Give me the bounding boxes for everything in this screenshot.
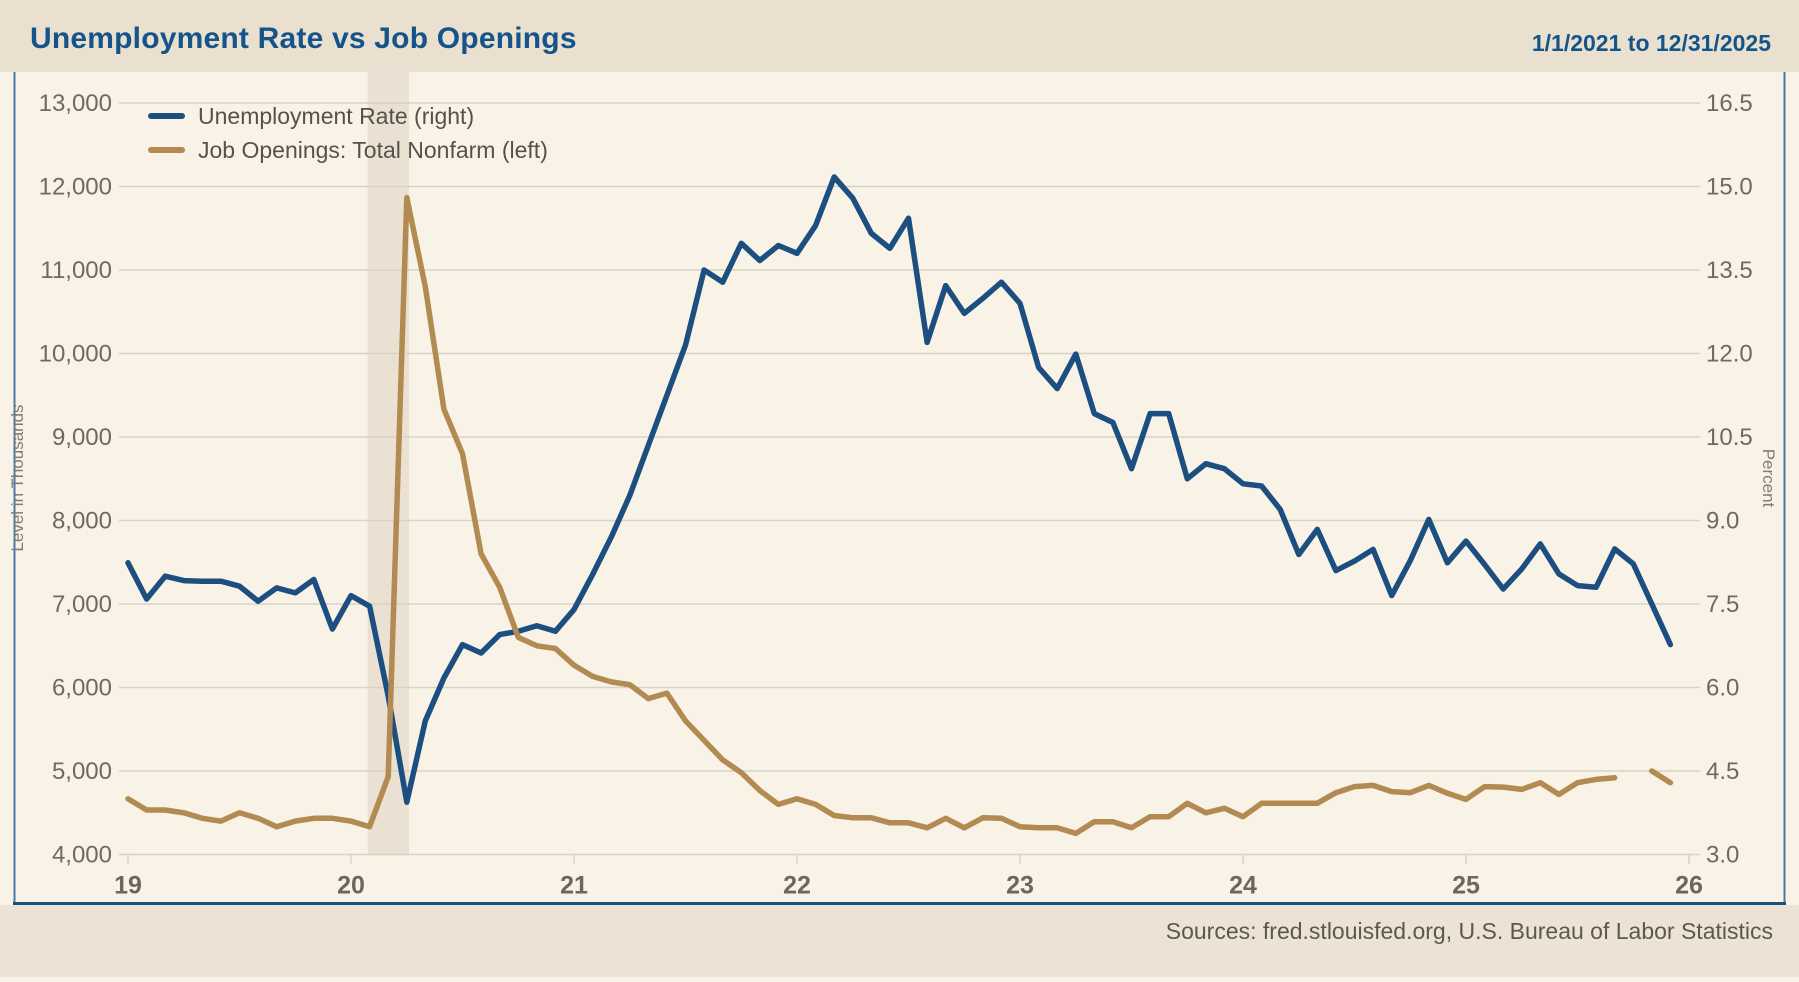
left-axis-tick-label: 6,000: [52, 675, 112, 702]
x-axis-tick-label: 23: [1006, 872, 1034, 900]
left-axis-tick-label: 13,000: [39, 90, 112, 117]
left-axis-tick-label: 9,000: [52, 424, 112, 451]
left-axis-tick-label: 8,000: [52, 508, 112, 535]
x-axis-tick-label: 22: [783, 872, 811, 900]
header-band: [0, 0, 1799, 72]
x-axis-tick-label: 19: [114, 872, 142, 900]
left-axis-tick-label: 12,000: [39, 174, 112, 201]
x-axis-tick-label: 25: [1452, 872, 1480, 900]
right-axis-tick-label: 12.0: [1706, 341, 1753, 368]
right-axis-tick-label: 9.0: [1706, 508, 1739, 535]
unemployment-line-swatch-icon: [148, 113, 185, 119]
right-axis-title: Percent: [1759, 448, 1778, 508]
left-axis-tick-label: 7,000: [52, 591, 112, 618]
legend-item-unemployment: Unemployment Rate (right): [148, 99, 548, 133]
legend-label-job-openings: Job Openings: Total Nonfarm (left): [198, 136, 548, 163]
left-axis-tick-label: 11,000: [40, 257, 112, 284]
legend-item-job-openings: Job Openings: Total Nonfarm (left): [148, 133, 548, 167]
x-axis-tick-label: 26: [1675, 872, 1703, 900]
right-axis-tick-label: 7.5: [1706, 591, 1739, 618]
right-axis-tick-label: 13.5: [1706, 257, 1753, 284]
left-axis-title: Level in Thousands: [8, 404, 27, 552]
left-axis-tick-label: 4,000: [52, 842, 112, 869]
job-openings-line: [1649, 768, 1674, 786]
date-range-label: 1/1/2021 to 12/31/2025: [1531, 30, 1771, 56]
sources-label: Sources: fred.stlouisfed.org, U.S. Burea…: [1165, 918, 1773, 944]
right-axis-tick-label: 4.5: [1706, 758, 1739, 785]
page-title: Unemployment Rate vs Job Openings: [30, 22, 577, 55]
right-axis-tick-label: 3.0: [1706, 842, 1739, 869]
right-axis-tick-label: 6.0: [1706, 675, 1739, 702]
legend-label-unemployment: Unemployment Rate (right): [198, 102, 475, 129]
left-axis-tick-label: 10,000: [39, 341, 112, 368]
unemployment-rate-line: [125, 174, 1674, 805]
x-axis-tick-label: 24: [1229, 872, 1257, 900]
footer-band: [0, 905, 1799, 977]
legend: Unemployment Rate (right) Job Openings: …: [148, 99, 548, 167]
right-axis-tick-label: 16.5: [1706, 90, 1753, 117]
right-axis-tick-label: 15.0: [1706, 174, 1753, 201]
x-axis-tick-label: 21: [560, 872, 588, 900]
left-axis-tick-label: 5,000: [52, 758, 112, 785]
right-axis-tick-label: 10.5: [1706, 424, 1753, 451]
job-openings-line: [125, 194, 1618, 837]
job-openings-line-swatch-icon: [148, 147, 185, 153]
x-axis-tick-label: 20: [337, 872, 365, 900]
